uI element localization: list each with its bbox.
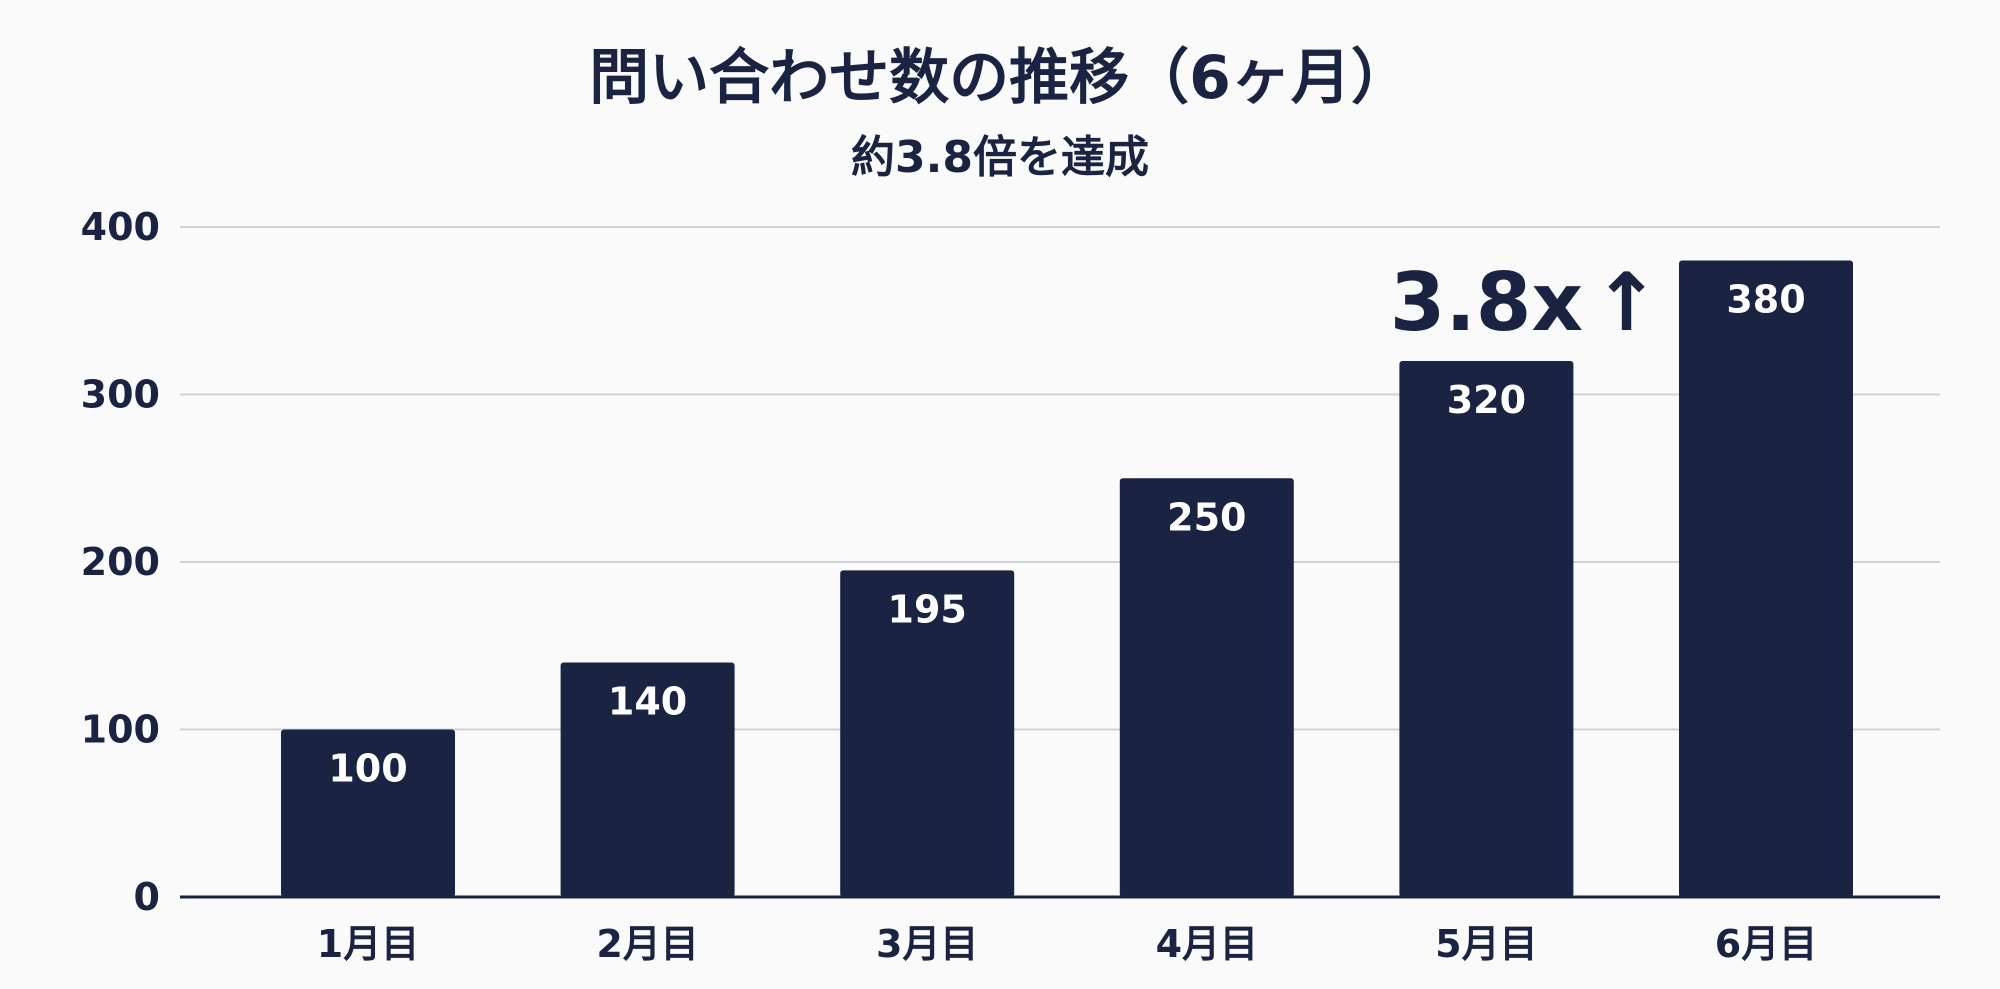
bar-value-label: 195 [888, 587, 967, 631]
x-tick-label: 6月目 [1715, 922, 1817, 966]
bar [1119, 478, 1294, 897]
y-tick-label: 400 [81, 205, 160, 249]
bar-value-label: 140 [608, 680, 687, 724]
x-tick-label: 3月目 [876, 922, 978, 966]
bar [560, 662, 735, 897]
bar-value-label: 100 [328, 747, 407, 791]
x-tick-label: 5月目 [1435, 922, 1537, 966]
bar [1399, 361, 1574, 897]
bar [1679, 260, 1853, 897]
chart-subtitle: 約3.8倍を達成 [851, 132, 1149, 183]
bar [281, 729, 455, 897]
x-axis-ticks: 1月目 2月目 3月目 4月目 5月目 6月目 [317, 922, 1817, 966]
y-tick-label: 0 [134, 875, 160, 919]
grid-lines [180, 226, 1940, 731]
x-tick-label: 2月目 [596, 922, 698, 966]
x-tick-label: 1月目 [317, 922, 419, 966]
y-tick-label: 300 [81, 373, 160, 417]
y-tick-label: 200 [81, 540, 160, 584]
bar-value-label: 380 [1726, 278, 1805, 322]
up-arrow-icon: ↑ [1593, 256, 1660, 349]
y-tick-label: 100 [81, 708, 160, 752]
bars: 100 140 195 250 320 380 [281, 260, 1853, 897]
growth-annotation: 3.8x ↑ [1390, 256, 1660, 349]
bar [840, 570, 1015, 897]
x-tick-label: 4月目 [1156, 922, 1258, 966]
chart-title: 問い合わせ数の推移（6ヶ月） [589, 43, 1411, 113]
bar-value-label: 320 [1447, 378, 1526, 422]
y-axis-ticks: 0 100 200 300 400 [81, 205, 160, 919]
bar-value-label: 250 [1167, 495, 1246, 539]
growth-annotation-text: 3.8x [1390, 256, 1583, 349]
